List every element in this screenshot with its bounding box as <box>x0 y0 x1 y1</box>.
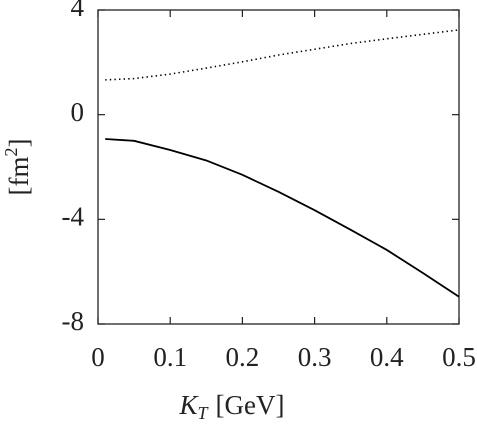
series-line <box>105 138 460 298</box>
x-label-unit: [GeV] <box>216 390 285 420</box>
x-label-subscript: T <box>198 403 210 423</box>
x-tick-label: 0 <box>91 342 105 372</box>
x-label-symbol: K <box>179 390 200 420</box>
x-tick-label: 0.4 <box>370 342 404 372</box>
x-axis-label: KT [GeV] <box>179 390 285 423</box>
x-tick-label: 0.5 <box>442 342 476 372</box>
y-label-superscript: 2 <box>1 148 21 157</box>
y-tick-label: 4 <box>71 0 85 22</box>
y-tick-label: -8 <box>62 306 85 336</box>
y-axis-label: [fm2] <box>1 139 34 196</box>
plot-frame <box>97 9 460 325</box>
x-tick-label: 0.3 <box>298 342 332 372</box>
series-line <box>105 29 460 81</box>
y-tick-label: -4 <box>62 202 85 232</box>
y-label-open: [fm <box>4 157 34 196</box>
x-tick-label: 0.2 <box>226 342 260 372</box>
y-label-close: ] <box>4 139 34 148</box>
y-tick-label: 0 <box>71 97 85 127</box>
x-tick-label: 0.1 <box>153 342 187 372</box>
